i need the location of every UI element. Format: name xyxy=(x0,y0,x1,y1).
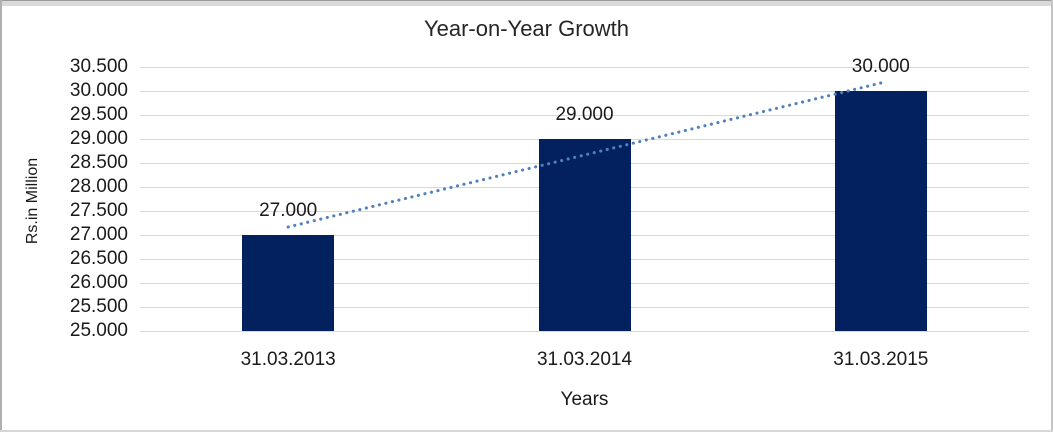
data-label: 30.000 xyxy=(851,56,910,77)
data-label: 27.000 xyxy=(259,200,318,221)
plot-area: 27.000 29.000 30.000 xyxy=(140,56,1029,332)
y-tick-label: 25.500 xyxy=(69,296,128,317)
y-tick-label: 30.000 xyxy=(69,80,128,101)
y-tick-label: 26.500 xyxy=(69,248,128,269)
chart-title: Year-on-Year Growth xyxy=(423,16,630,41)
y-tick-label: 30.500 xyxy=(69,56,128,77)
bar-31.03.2014 xyxy=(538,139,631,331)
frame-edge-left xyxy=(0,0,2,432)
trendline xyxy=(286,81,883,229)
frame-edge-right xyxy=(1051,0,1053,432)
category-label: 31.03.2015 xyxy=(833,349,929,370)
gridline xyxy=(140,331,1029,332)
category-label: 31.03.2013 xyxy=(240,349,336,370)
gridline xyxy=(140,91,1029,92)
bar-31.03.2015 xyxy=(834,91,927,331)
y-tick-label: 28.000 xyxy=(69,176,128,197)
y-tick-label: 27.000 xyxy=(69,224,128,245)
y-tick-label: 29.000 xyxy=(69,128,128,149)
frame-edge-top xyxy=(0,0,1053,6)
y-tick-label: 29.500 xyxy=(69,104,128,125)
gridline xyxy=(140,67,1029,68)
category-label: 31.03.2014 xyxy=(536,349,633,370)
y-tick-label: 25.000 xyxy=(69,320,128,341)
x-axis-title: Years xyxy=(560,389,609,410)
gridline xyxy=(140,115,1029,116)
bar-31.03.2013 xyxy=(242,235,335,331)
y-tick-label: 28.500 xyxy=(69,152,128,173)
data-label: 29.000 xyxy=(555,104,614,125)
y-tick-label: 27.500 xyxy=(69,200,128,221)
frame-edge-bottom xyxy=(0,430,1053,432)
y-tick-label: 26.000 xyxy=(69,272,128,293)
